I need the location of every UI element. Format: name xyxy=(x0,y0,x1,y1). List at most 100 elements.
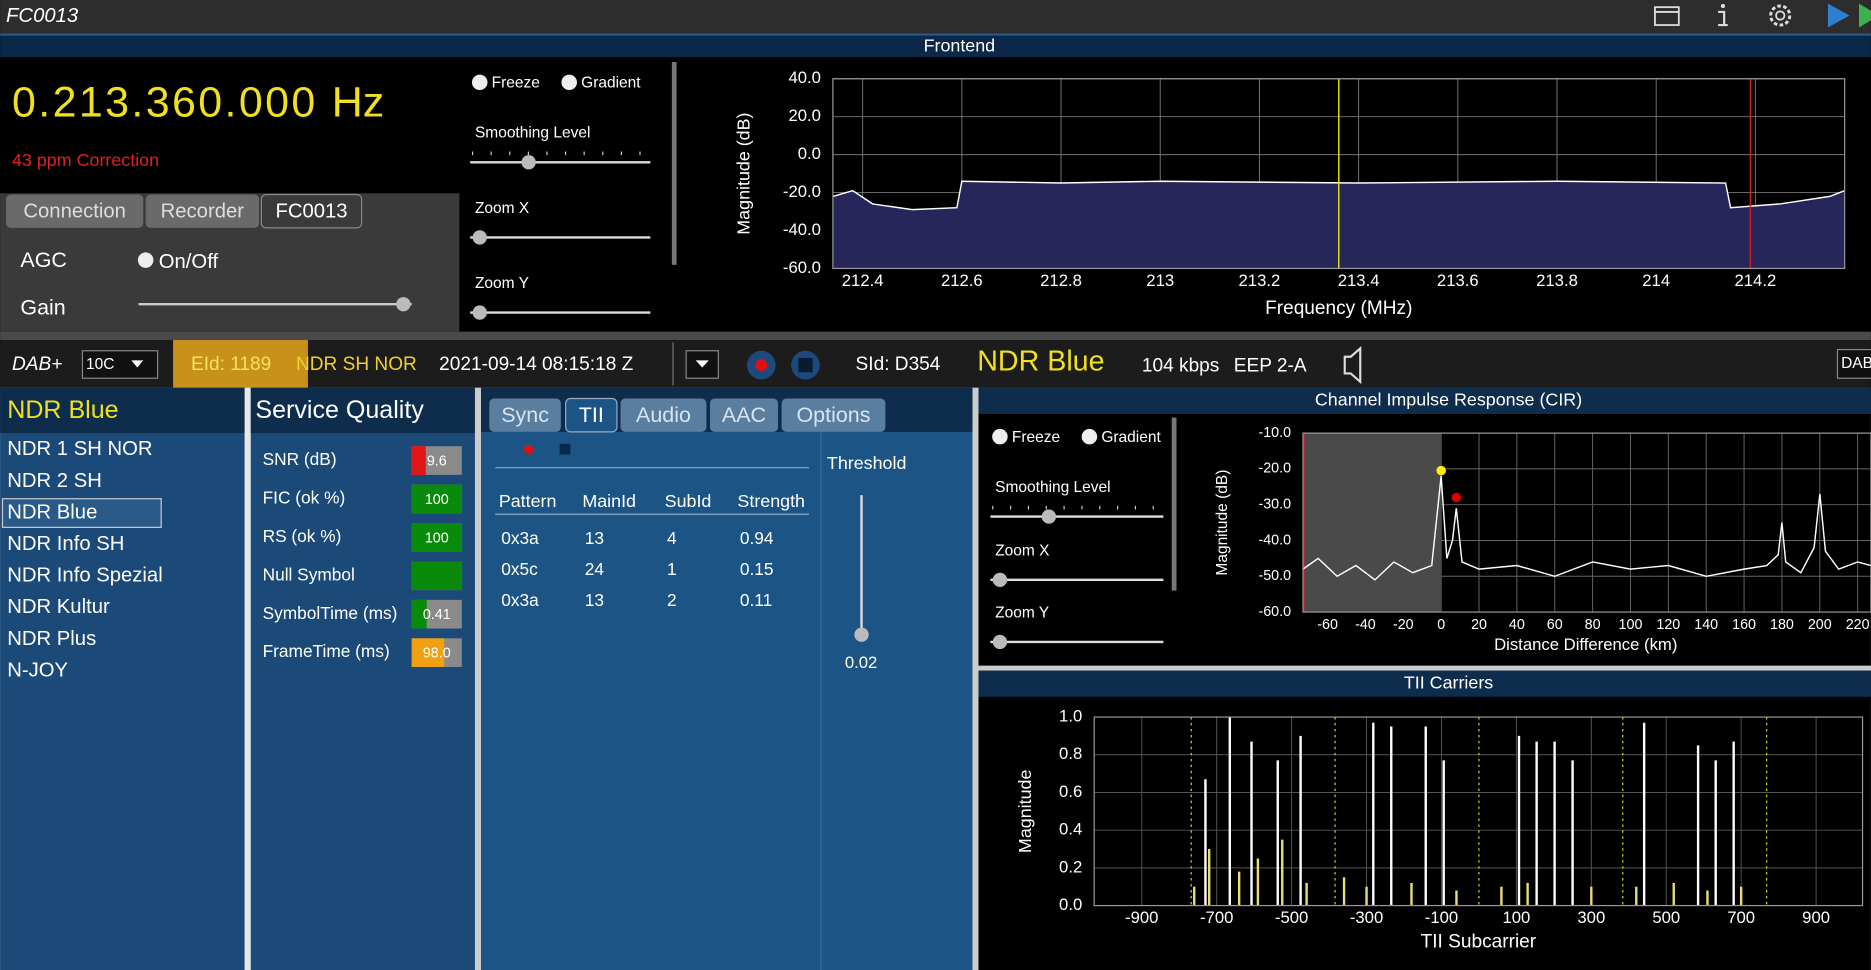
ensemble-id: EId: 1189 xyxy=(191,354,271,375)
tab-label[interactable]: Sync xyxy=(501,403,549,427)
title-bar xyxy=(0,0,1871,34)
x-tick-label: 213.2 xyxy=(1239,271,1281,290)
slider-knob[interactable] xyxy=(472,230,487,245)
mode-label: DAB xyxy=(1841,355,1871,372)
x-tick-label: -700 xyxy=(1200,908,1233,927)
panel-title: Channel Impulse Response (CIR) xyxy=(1315,390,1582,410)
tab[interactable] xyxy=(781,398,886,432)
service-item[interactable]: NDR Blue xyxy=(7,501,97,523)
radio[interactable] xyxy=(471,74,488,91)
x-tick-label: 213.8 xyxy=(1536,271,1578,290)
tab-label[interactable]: Recorder xyxy=(161,201,245,223)
tab[interactable] xyxy=(565,397,618,433)
trace xyxy=(832,180,1845,211)
service-item[interactable]: NDR Info Spezial xyxy=(7,565,162,587)
tab[interactable] xyxy=(710,398,779,432)
info-icon-dot[interactable] xyxy=(1720,3,1726,9)
selected-item[interactable] xyxy=(1,498,162,528)
table-cell: 0x3a xyxy=(501,590,539,610)
settings-icon-hub xyxy=(1775,10,1786,21)
x-tick-label: 100 xyxy=(1502,908,1530,927)
table-cell: 2 xyxy=(667,590,677,610)
x-tick-label: -100 xyxy=(1425,908,1458,927)
table-cell: 1 xyxy=(667,559,677,579)
x-tick-label: -40 xyxy=(1355,617,1376,633)
service-item[interactable]: NDR Plus xyxy=(7,628,96,650)
play-icon[interactable] xyxy=(1827,3,1850,28)
x-axis-label: TII Subcarrier xyxy=(1421,932,1537,953)
tab[interactable] xyxy=(260,193,363,229)
service-name: NDR Blue xyxy=(977,345,1104,377)
ensemble-name: NDR SH NOR xyxy=(296,354,417,375)
frontend-header xyxy=(0,35,1871,58)
slider-knob[interactable] xyxy=(992,634,1008,650)
x-tick-label: 140 xyxy=(1694,617,1718,633)
mode-box[interactable] xyxy=(1836,348,1871,379)
services-header xyxy=(0,387,245,434)
y-tick-label: -60.0 xyxy=(1258,604,1291,620)
table-cell: 4 xyxy=(667,528,677,548)
speaker-icon[interactable] xyxy=(1343,346,1362,385)
table-cell: 0.94 xyxy=(740,528,774,548)
info-icon[interactable] xyxy=(1718,10,1728,27)
radio[interactable] xyxy=(992,428,1008,445)
divider xyxy=(0,331,1871,341)
service-item[interactable]: NDR Kultur xyxy=(7,596,110,618)
radio[interactable] xyxy=(561,74,577,91)
slider-label: Zoom Y xyxy=(995,604,1049,621)
panel-title: TII Carriers xyxy=(1404,672,1493,692)
meter-fill xyxy=(411,561,462,591)
x-tick-label: 700 xyxy=(1727,908,1755,927)
service-item[interactable]: NDR Info SH xyxy=(7,533,124,555)
separator xyxy=(978,665,1871,671)
meter-fill xyxy=(411,638,445,667)
settings-icon[interactable] xyxy=(1769,4,1792,27)
table-cell: 0.11 xyxy=(740,590,772,610)
separator xyxy=(0,33,1871,36)
x-tick-label: -20 xyxy=(1393,617,1414,633)
option-label: Freeze xyxy=(492,75,540,92)
radio[interactable] xyxy=(1081,428,1098,445)
table-cell: 0.15 xyxy=(740,559,774,579)
tab-label[interactable]: Options xyxy=(796,403,870,427)
slider-knob[interactable] xyxy=(1041,509,1057,524)
threshold-knob[interactable] xyxy=(854,627,869,642)
option-label: Gradient xyxy=(1101,429,1161,446)
x-tick-label: 220 xyxy=(1846,617,1870,633)
meter-fill xyxy=(411,484,462,514)
tab[interactable] xyxy=(145,194,260,228)
tab-label[interactable]: Audio xyxy=(636,403,691,427)
peak-marker xyxy=(1436,465,1446,476)
column-header: Strength xyxy=(737,491,805,511)
service-item[interactable]: NDR 2 SH xyxy=(7,470,102,492)
toggle[interactable] xyxy=(137,252,154,268)
tab-label[interactable]: AAC xyxy=(722,403,766,427)
ppm-correction: 43 ppm Correction xyxy=(12,150,159,170)
slider-knob[interactable] xyxy=(396,297,411,312)
plot-frame xyxy=(1093,716,1864,907)
tab-label[interactable]: Connection xyxy=(23,201,126,223)
start-icon[interactable] xyxy=(1858,3,1871,28)
window-icon[interactable] xyxy=(1654,6,1680,26)
slider-knob[interactable] xyxy=(521,155,536,170)
stop-square xyxy=(798,357,813,373)
column-header: MainId xyxy=(582,491,636,511)
scrollbar[interactable] xyxy=(1171,417,1177,591)
x-tick-label: 500 xyxy=(1652,908,1680,927)
slider-knob[interactable] xyxy=(992,572,1008,588)
x-tick-label: 214 xyxy=(1642,271,1670,290)
tab[interactable] xyxy=(489,398,561,432)
service-item[interactable]: N-JOY xyxy=(7,659,68,681)
tab[interactable] xyxy=(620,398,707,432)
tab-label[interactable]: FC0013 xyxy=(275,201,347,223)
x-tick-label: 300 xyxy=(1577,908,1605,927)
x-tick-label: 120 xyxy=(1656,617,1680,633)
tab-label[interactable]: TII xyxy=(579,403,604,427)
service-item[interactable]: NDR 1 SH NOR xyxy=(7,438,152,460)
tab[interactable] xyxy=(6,194,144,228)
slider-knob[interactable] xyxy=(472,305,487,320)
channel: 10C xyxy=(86,356,114,373)
channel-dropdown[interactable] xyxy=(81,350,159,379)
quality-label: FrameTime (ms) xyxy=(263,641,390,661)
scrollbar[interactable] xyxy=(671,62,677,265)
